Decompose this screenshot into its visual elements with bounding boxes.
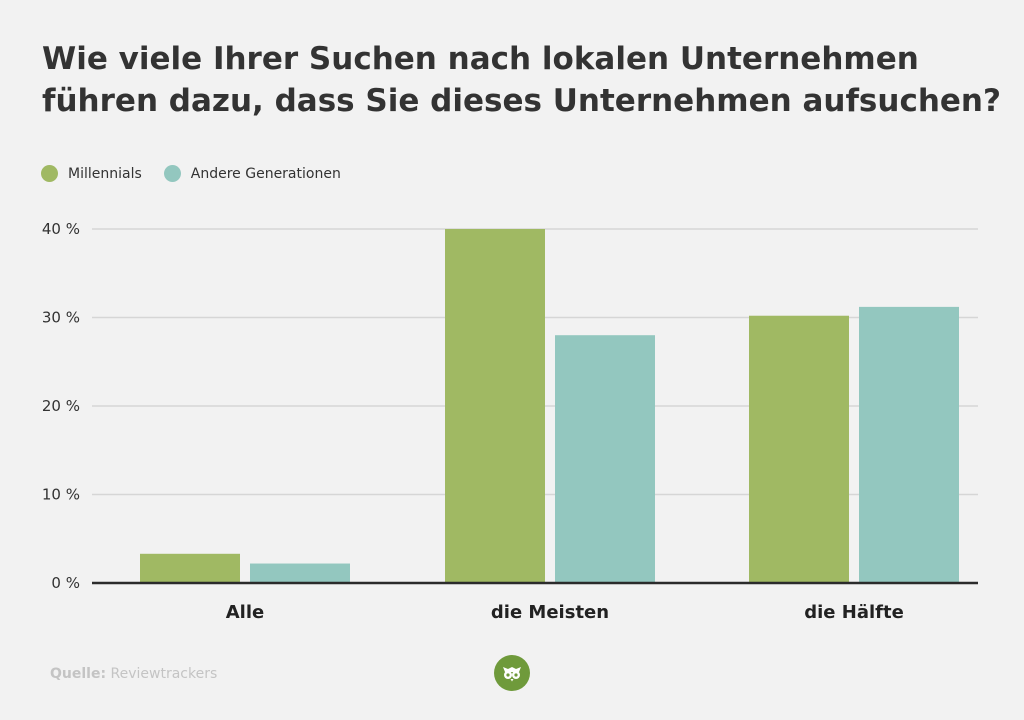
owl-logo-icon [494,655,530,691]
x-tick-label-alle: Alle [226,602,264,623]
legend-item-millennials: Millennials [41,165,142,182]
legend-swatch-millennials [41,165,58,182]
chart-legend: Millennials Andere Generationen [41,165,363,182]
chart-title-line-2: führen dazu, dass Sie dieses Unternehmen… [42,83,1001,119]
bar-andere-generationen-alle [250,563,350,583]
bar-andere-generationen-die-halfte [859,306,959,583]
y-tick-label-0: 0 % [51,574,80,592]
source-prefix: Quelle: [50,666,107,682]
bar-andere-generationen-die-meisten [555,335,655,583]
y-tick-label-30: 30 % [42,309,80,327]
bar-millennials-die-meisten [445,229,545,583]
chart-title: Wie viele Ihrer Suchen nach lokalen Unte… [42,38,1002,122]
source-credit: Quelle: Reviewtrackers [50,666,217,682]
bar-millennials-alle [140,553,240,583]
legend-label-andere-generationen: Andere Generationen [190,165,341,182]
y-tick-label-10: 10 % [42,486,80,504]
owl-icon [503,667,521,682]
source-name: Reviewtrackers [110,666,218,682]
legend-swatch-andere-generationen [163,165,181,182]
bar-chart: 0 % 10 % 20 % 30 % 40 % Alle die Meisten die Hä… [42,220,978,623]
x-tick-label-die-halfte: die Hälfte [804,602,904,623]
chart-title-line-1: Wie viele Ihrer Suchen nach lokalen Unte… [42,41,919,77]
x-tick-label-die-meisten: die Meisten [491,602,609,623]
legend-item-andere-generationen: Andere Generationen [163,165,341,182]
y-tick-label-20: 20 % [42,397,80,415]
bar-millennials-die-halfte [749,315,849,583]
y-tick-label-40: 40 % [42,220,80,238]
legend-label-millennials: Millennials [68,165,142,182]
